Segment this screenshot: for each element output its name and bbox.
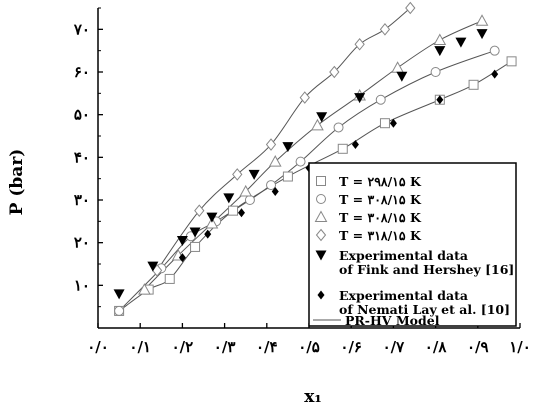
y-axis-label: P (bar) xyxy=(7,149,27,216)
data-point xyxy=(475,14,489,26)
legend-label: Experimental data xyxy=(339,288,468,303)
legend-marker xyxy=(314,210,328,222)
legend-label: T = ۳۰۸/۱۵ K xyxy=(339,192,422,207)
data-point xyxy=(147,261,159,272)
data-point xyxy=(316,112,328,123)
y-tick-label: ۴۰ xyxy=(74,148,90,166)
data-point xyxy=(223,193,235,204)
legend-label: Experimental data xyxy=(339,248,468,263)
data-point xyxy=(282,171,293,182)
data-point xyxy=(114,305,125,316)
data-point xyxy=(113,289,125,300)
data-point xyxy=(239,184,253,197)
data-point xyxy=(489,45,500,56)
x-tick-label: ۰/۱ xyxy=(129,338,151,356)
data-point xyxy=(178,253,186,263)
data-point xyxy=(204,229,212,239)
y-tick-label: ۵۰ xyxy=(74,106,90,124)
y-axis-ticks: ۱۰ ۲۰ ۳۰ ۴۰ ۵۰ ۶۰ ۷۰ xyxy=(73,7,103,308)
x-tick-label: ۰/۸ xyxy=(425,338,448,356)
x-axis-ticks: ۰/۰ ۰/۱ ۰/۲ ۰/۳ ۰/۴ ۰/۵ ۰/۶ ۰/۷ ۰/۸ ۰/۹ ۱/۰ xyxy=(87,323,531,356)
legend-marker xyxy=(316,176,326,186)
data-point xyxy=(266,180,277,191)
legend-marker xyxy=(315,250,327,261)
data-point xyxy=(333,122,344,133)
data-point xyxy=(190,241,201,252)
y-tick-label: ۷۰ xyxy=(73,20,90,38)
x-tick-label: ۰/۰ xyxy=(87,338,109,356)
data-point xyxy=(176,236,188,247)
data-point xyxy=(189,227,201,238)
legend-label: of Nemati Lay et al. [10] xyxy=(339,302,510,317)
data-point xyxy=(433,33,447,45)
data-point xyxy=(194,204,205,217)
y-tick-label: ۶۰ xyxy=(74,63,90,81)
legend-label: T = ۲۹۸/۱۵ K xyxy=(339,174,422,189)
data-point xyxy=(491,69,499,79)
data-point xyxy=(391,61,404,73)
data-point xyxy=(138,283,151,295)
x-tick-label: ۰/۶ xyxy=(340,338,362,356)
data-point xyxy=(434,46,446,57)
data-point xyxy=(265,138,277,151)
x-tick-label: ۰/۵ xyxy=(298,338,320,356)
data-point xyxy=(337,143,348,154)
data-point xyxy=(430,67,441,77)
y-tick-label: ۲۰ xyxy=(74,234,90,252)
legend-box xyxy=(308,162,517,327)
legend-label: T = ۳۰۸/۱۵ K xyxy=(339,210,422,225)
data-point xyxy=(205,216,219,229)
data-point xyxy=(351,140,359,150)
legend-label: T = ۳۱۸/۱۵ K xyxy=(339,228,422,243)
legend: T = ۲۹۸/۱۵ K T = ۳۰۸/۱۵ K T = ۳۰۸/۱۵ K T = … xyxy=(308,162,517,328)
data-point xyxy=(379,118,390,129)
data-point xyxy=(228,205,239,216)
data-point xyxy=(354,37,365,51)
legend-marker xyxy=(315,228,327,242)
data-point xyxy=(244,195,255,205)
data-point xyxy=(389,118,397,128)
data-point xyxy=(295,156,306,167)
legend-marker xyxy=(317,290,325,300)
data-points xyxy=(113,1,517,316)
y-tick-label: ۱۰ xyxy=(74,276,90,294)
data-point xyxy=(455,37,467,48)
data-point xyxy=(329,65,340,79)
data-point xyxy=(271,186,279,196)
data-point xyxy=(248,169,260,180)
data-point xyxy=(375,94,386,105)
data-point xyxy=(476,29,488,40)
legend-marker xyxy=(316,194,326,204)
x-tick-label: ۰/۹ xyxy=(467,338,489,356)
legend-label: PR-HV Model xyxy=(345,313,440,328)
data-point xyxy=(237,208,245,218)
data-point xyxy=(299,91,310,104)
data-point xyxy=(282,142,294,153)
data-point xyxy=(232,168,243,181)
data-point xyxy=(379,23,391,36)
data-point xyxy=(206,212,218,223)
legend-label: of Fink and Hershey [16] xyxy=(339,262,514,277)
x-tick-label: ۰/۷ xyxy=(383,338,406,356)
data-point xyxy=(396,71,408,82)
data-point xyxy=(405,1,416,15)
x-tick-label: ۰/۴ xyxy=(256,338,278,356)
x-tick-label: ۰/۳ xyxy=(214,338,236,356)
y-tick-label: ۳۰ xyxy=(74,191,90,209)
data-point xyxy=(268,155,282,167)
data-point xyxy=(354,93,366,104)
x-tick-label: ۱/۰ xyxy=(509,338,531,356)
data-point xyxy=(468,79,479,90)
data-point xyxy=(436,95,444,105)
x-axis-label: x₁ xyxy=(304,387,322,407)
model-curve xyxy=(144,20,483,290)
data-point xyxy=(506,56,517,67)
data-point xyxy=(311,118,324,131)
x-tick-label: ۰/۲ xyxy=(172,338,194,356)
data-point xyxy=(164,273,175,284)
